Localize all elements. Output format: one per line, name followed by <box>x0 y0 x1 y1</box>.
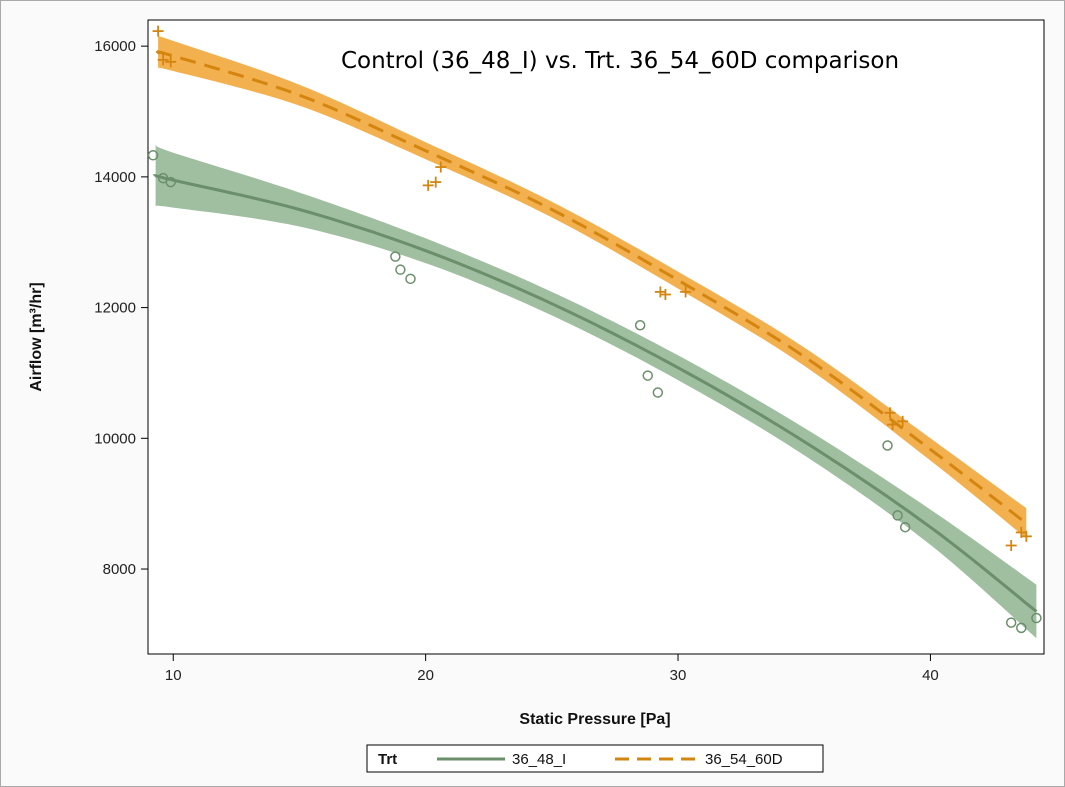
fit-line-36-48-i <box>152 174 1038 613</box>
confidence-band-36-54-60d <box>157 35 1027 539</box>
y-tick-label: 12000 <box>94 300 136 317</box>
x-tick-label: 10 <box>165 667 182 684</box>
y-tick-label: 8000 <box>103 561 136 578</box>
confidence-bands <box>155 35 1037 639</box>
data-point-36-54-60d <box>654 286 666 298</box>
data-point-36-54-60d <box>157 54 169 66</box>
legend-label-36-48-i: 36_48_I <box>512 751 566 768</box>
data-point-36-48-i <box>634 319 646 331</box>
x-tick-label: 40 <box>922 667 939 684</box>
data-point-36-54-60d <box>659 289 671 301</box>
x-axis-title: Static Pressure [Pa] <box>519 711 670 728</box>
data-point-36-54-60d <box>435 161 447 173</box>
data-point-36-54-60d <box>422 179 434 191</box>
data-point-36-54-60d <box>165 56 177 68</box>
data-point-36-48-i <box>652 387 664 398</box>
data-point-36-54-60d <box>1020 530 1032 542</box>
y-axis-title: Airflow [m³/hr] <box>28 282 45 391</box>
data-point-36-48-i <box>1005 617 1017 628</box>
confidence-band-36-48-i <box>155 144 1037 639</box>
data-point-36-54-60d <box>897 415 909 427</box>
data-point-36-48-i <box>892 510 903 521</box>
data-point-36-48-i <box>390 251 401 262</box>
legend-label-36-54-60d: 36_54_60D <box>705 751 783 768</box>
data-point-36-48-i <box>147 150 159 161</box>
data-point-36-54-60d <box>884 407 896 419</box>
data-point-36-54-60d <box>680 286 692 298</box>
chart-title: Control (36_48_I) vs. Trt. 36_54_60D com… <box>341 48 899 74</box>
data-point-36-48-i <box>405 273 416 285</box>
data-point-36-48-i <box>1016 622 1027 634</box>
data-point-36-48-i <box>642 370 653 381</box>
y-tick-label: 14000 <box>94 169 136 186</box>
y-tick-label: 16000 <box>94 38 136 55</box>
x-tick-label: 20 <box>417 667 434 684</box>
data-point-36-54-60d <box>1005 540 1017 552</box>
data-point-36-54-60d <box>430 176 442 188</box>
data-point-36-48-i <box>882 440 893 451</box>
data-point-36-48-i <box>165 176 176 188</box>
x-tick-label: 30 <box>670 667 687 684</box>
data-point-36-48-i <box>899 521 911 533</box>
data-point-36-54-60d <box>887 419 899 431</box>
data-point-36-54-60d <box>152 25 164 37</box>
plot-area <box>147 19 1045 655</box>
data-point-36-48-i <box>395 264 406 275</box>
x-axis: 10 20 30 40 <box>165 654 939 684</box>
y-axis: 8000 10000 12000 14000 16000 <box>94 38 148 578</box>
legend: Trt 36_48_I 36_54_60D <box>366 744 824 773</box>
fit-lines <box>152 50 1038 613</box>
legend-title: Trt <box>378 751 397 768</box>
data-point-36-48-i <box>1031 612 1042 624</box>
data-points <box>147 25 1042 634</box>
fit-line-36-54-60d <box>155 50 1028 525</box>
y-tick-label: 10000 <box>94 430 136 447</box>
